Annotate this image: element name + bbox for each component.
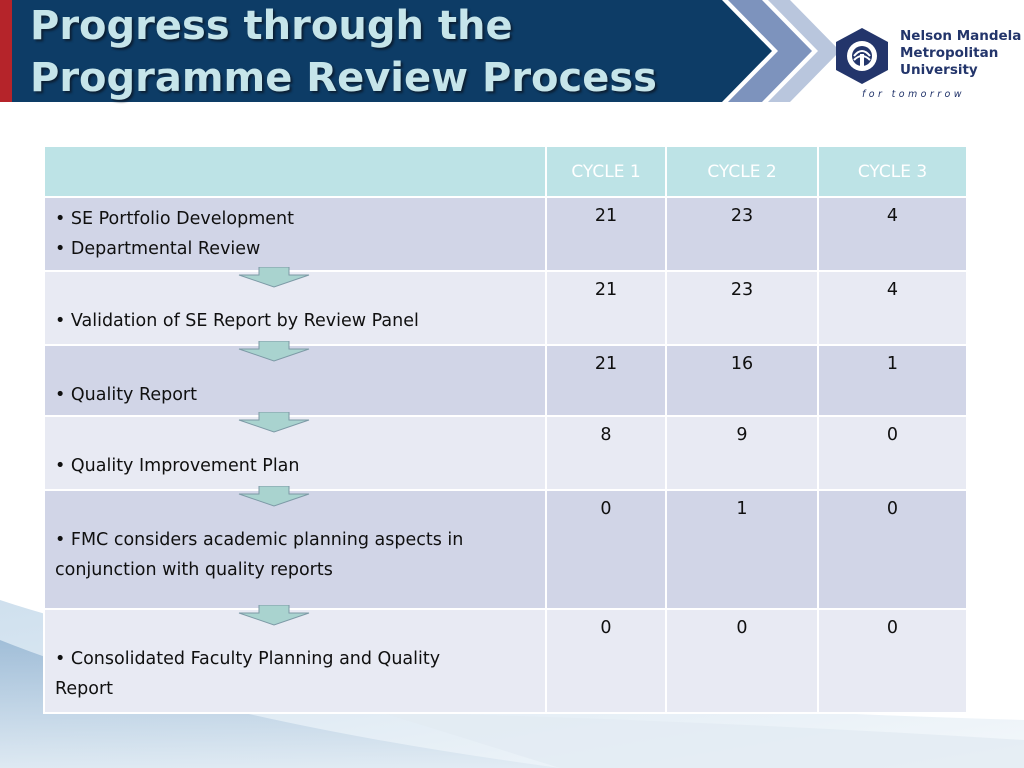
cycle-3-value: 1 [817,344,968,417]
cycle-2-value: 9 [665,415,819,491]
logo-line-3: University [900,62,978,78]
stage-cell: • Quality Improvement Plan [43,412,547,491]
cycle-1-value: 21 [545,196,667,272]
flow-arrow-down-icon [238,486,310,507]
page-title: Progress through the Programme Review Pr… [30,0,657,104]
cycle-3-value: 4 [817,270,968,346]
table-row: • Validation of SE Report by Review Pane… [43,267,968,346]
university-logo: Nelson Mandela Metropolitan University f… [832,22,1021,106]
table-row: • SE Portfolio Development • Departmenta… [43,196,968,272]
stage-cell: • Consolidated Faculty Planning and Qual… [43,605,547,714]
header-banner: Progress through the Programme Review Pr… [0,0,1024,102]
title-line-1: Progress through the [30,3,513,49]
flow-arrow-down-icon [238,341,310,362]
table-row: • FMC considers academic planning aspect… [43,486,968,610]
stage-text: • Consolidated Faculty Planning and Qual… [55,649,441,669]
table-row: • Consolidated Faculty Planning and Qual… [43,605,968,714]
table-row: • Quality Improvement Plan 8 9 0 [43,412,968,491]
cycle-2-value: 23 [665,196,819,272]
stage-cell: • Validation of SE Report by Review Pane… [43,267,547,346]
stage-text: • Quality Report [55,385,197,405]
stage-text: • Departmental Review [55,239,261,259]
header-shape [0,0,840,102]
stage-cell: • SE Portfolio Development • Departmenta… [43,196,547,272]
table-header-row: CYCLE 1 CYCLE 2 CYCLE 3 [43,145,968,198]
cycle-1-value: 21 [545,344,667,417]
flow-arrow-down-icon [238,267,310,288]
progress-table: CYCLE 1 CYCLE 2 CYCLE 3 • SE Portfolio D… [43,145,968,714]
cycle-3-value: 0 [817,489,968,610]
logo-wordmark: Nelson Mandela Metropolitan University [900,28,1021,79]
stage-text: • FMC considers academic planning aspect… [55,530,464,550]
cycle-2-value: 1 [665,489,819,610]
cycle-1-value: 21 [545,270,667,346]
cycle-1-value: 8 [545,415,667,491]
cycle-3-value: 0 [817,415,968,491]
cycle-2-value: 23 [665,270,819,346]
cycle-1-value: 0 [545,489,667,610]
logo-tagline: for tomorrow [862,89,965,100]
column-header-cycle-2: CYCLE 2 [665,145,819,198]
logo-emblem-icon [836,28,888,84]
stage-text: • Quality Improvement Plan [55,456,300,476]
title-line-2: Programme Review Process [30,55,657,101]
cycle-3-value: 4 [817,196,968,272]
cycle-3-value: 0 [817,608,968,714]
column-header-stage [43,145,547,198]
logo-line-2: Metropolitan [900,45,999,61]
table-row: • Quality Report 21 16 1 [43,341,968,417]
column-header-cycle-1: CYCLE 1 [545,145,667,198]
cycle-2-value: 16 [665,344,819,417]
logo-line-1: Nelson Mandela [900,28,1022,44]
stage-cell: • FMC considers academic planning aspect… [43,486,547,610]
stage-cell: • Quality Report [43,341,547,417]
stage-text: conjunction with quality reports [55,560,333,580]
flow-arrow-down-icon [238,605,310,626]
flow-arrow-down-icon [238,412,310,433]
cycle-2-value: 0 [665,608,819,714]
column-header-cycle-3: CYCLE 3 [817,145,968,198]
stage-text: • Validation of SE Report by Review Pane… [55,311,419,331]
stage-text: Report [55,679,114,699]
stage-text: • SE Portfolio Development [55,209,294,229]
cycle-1-value: 0 [545,608,667,714]
